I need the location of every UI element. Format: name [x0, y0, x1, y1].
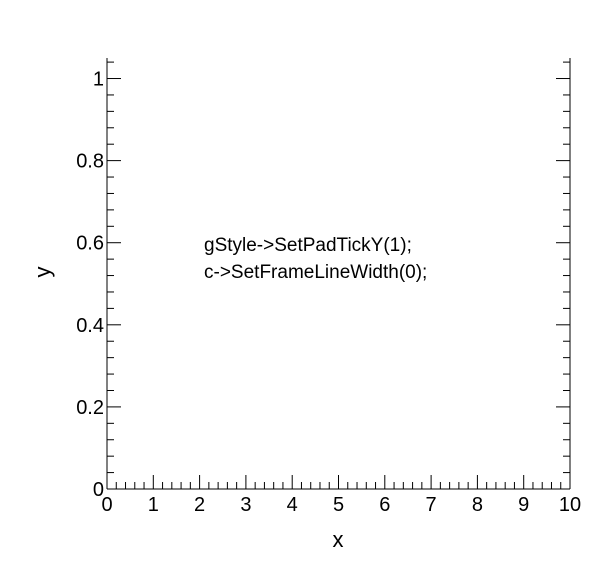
annotation-line-1: gStyle->SetPadTickY(1); — [204, 235, 412, 256]
y-tick-label: 0.2 — [76, 397, 104, 419]
x-tick-label: 0 — [101, 494, 112, 516]
y-tick-label: 0.4 — [76, 315, 104, 337]
y-tick-label: 0.8 — [76, 151, 104, 173]
x-tick-label: 8 — [472, 494, 483, 516]
y-tick-label: 0.6 — [76, 233, 104, 255]
y-tick-label: 1 — [93, 69, 104, 91]
annotation-line-2: c->SetFrameLineWidth(0); — [204, 262, 427, 283]
x-tick-label: 7 — [426, 494, 437, 516]
y-tick-label: 0 — [93, 479, 104, 501]
x-tick-label: 9 — [518, 494, 529, 516]
x-axis-label: x — [333, 527, 344, 552]
axes — [106, 58, 571, 490]
x-tick-label: 10 — [559, 494, 581, 516]
x-tick-label: 1 — [148, 494, 159, 516]
x-tick-label: 6 — [379, 494, 390, 516]
y-axis-label: y — [30, 267, 55, 278]
x-tick-label: 4 — [287, 494, 298, 516]
x-tick-label: 5 — [333, 494, 344, 516]
tick-labels: 0 1 2 3 4 5 6 7 8 9 10 0 0.2 0.4 0.6 0.8 1 — [76, 69, 581, 516]
x-tick-label: 2 — [194, 494, 205, 516]
x-tick-label: 3 — [240, 494, 251, 516]
